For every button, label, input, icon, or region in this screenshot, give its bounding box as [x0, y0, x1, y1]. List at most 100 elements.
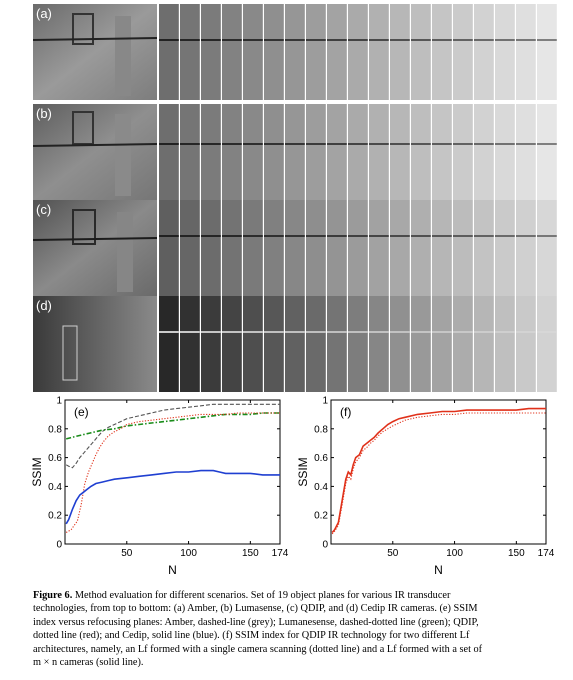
refocus-thumbnail	[390, 104, 410, 200]
refocus-thumbnail	[159, 200, 179, 296]
refocus-thumbnail	[390, 296, 410, 392]
refocus-thumbnail	[348, 200, 368, 296]
refocus-thumbnail	[180, 4, 200, 100]
y-tick-label: 0.4	[48, 482, 62, 493]
refocus-thumbnail	[495, 104, 515, 200]
y-tick-label: 0.6	[314, 453, 328, 464]
refocus-thumbnail	[201, 104, 221, 200]
refocus-thumbnail	[306, 296, 326, 392]
plot-e: 00.20.40.60.8150100150174NSSIM(e)	[30, 394, 290, 574]
refocus-thumbnail	[369, 200, 389, 296]
refocus-thumbnail	[201, 200, 221, 296]
refocus-thumbnail	[453, 4, 473, 100]
panel-label-c: (c)	[36, 202, 51, 217]
refocus-thumbnail	[222, 104, 242, 200]
x-tick-label: 150	[508, 548, 525, 559]
refocus-thumbnail	[495, 4, 515, 100]
refocus-thumbnail	[285, 200, 305, 296]
refocus-thumbnail	[159, 104, 179, 200]
refocus-thumbnail	[516, 296, 536, 392]
refocus-thumbnail	[264, 200, 284, 296]
refocus-thumbnail	[432, 104, 452, 200]
strip-d: (d)	[33, 296, 558, 392]
strip-a-image	[33, 4, 558, 100]
panel-label: (e)	[74, 405, 89, 419]
y-tick-label: 0.2	[314, 511, 328, 522]
y-axis-label: SSIM	[296, 457, 310, 486]
refocus-thumbnail	[159, 4, 179, 100]
refocus-thumbnail	[411, 104, 431, 200]
refocus-thumbnail	[327, 200, 347, 296]
refocus-thumbnail	[474, 200, 494, 296]
y-tick-label: 0.4	[314, 482, 328, 493]
refocus-thumbnail	[348, 104, 368, 200]
refocus-thumbnail	[390, 200, 410, 296]
refocus-thumbnail	[348, 4, 368, 100]
caption-label: Figure 6.	[33, 590, 72, 601]
y-tick-label: 0.8	[314, 424, 328, 435]
y-tick-label: 0.6	[48, 453, 62, 464]
refocus-thumbnail	[264, 104, 284, 200]
chart-f: 00.20.40.60.8150100150174NSSIM(f)	[296, 394, 556, 574]
strip-b: (b)	[33, 104, 558, 200]
caption-text-1: Method evaluation for different scenario…	[72, 590, 450, 601]
refocus-thumbnail	[495, 200, 515, 296]
refocus-thumbnail	[285, 104, 305, 200]
refocus-thumbnail	[222, 4, 242, 100]
panel-label-a: (a)	[36, 6, 52, 21]
refocus-thumbnail	[411, 4, 431, 100]
refocus-thumbnail	[243, 4, 263, 100]
refocus-thumbnail	[243, 104, 263, 200]
plot-frame	[331, 400, 546, 544]
y-tick-label: 0.8	[48, 424, 62, 435]
strip-d-image	[33, 296, 558, 392]
refocus-thumbnail	[243, 296, 263, 392]
x-tick-label: 50	[121, 548, 133, 559]
refocus-thumbnail	[222, 200, 242, 296]
caption-line-4: dotted line (red); and Cedip, solid line…	[33, 629, 553, 642]
panel-label: (f)	[340, 405, 351, 419]
strip-c-image	[33, 200, 558, 296]
refocus-thumbnail	[180, 200, 200, 296]
y-tick-label: 1	[322, 396, 328, 407]
refocus-thumbnail	[432, 200, 452, 296]
refocus-thumbnail	[411, 296, 431, 392]
refocus-thumbnail	[201, 296, 221, 392]
refocus-thumbnail	[474, 296, 494, 392]
refocus-thumbnail	[453, 296, 473, 392]
caption-line-2: technologies, from top to bottom: (a) Am…	[33, 602, 553, 615]
refocus-thumbnail	[411, 200, 431, 296]
refocus-thumbnail	[222, 296, 242, 392]
chart-e: 00.20.40.60.8150100150174NSSIM(e)	[30, 394, 290, 574]
x-tick-label: 174	[538, 548, 555, 559]
refocus-thumbnail	[369, 104, 389, 200]
refocus-thumbnail	[453, 200, 473, 296]
x-tick-label: 50	[387, 548, 399, 559]
strip-a: (a)	[33, 4, 558, 100]
refocus-thumbnail	[306, 104, 326, 200]
refocus-thumbnail	[201, 4, 221, 100]
y-tick-label: 0	[56, 540, 62, 551]
refocus-thumbnail	[264, 296, 284, 392]
refocus-thumbnail	[537, 200, 557, 296]
y-tick-label: 0	[322, 540, 328, 551]
refocus-thumbnail	[306, 4, 326, 100]
refocus-thumbnail	[285, 4, 305, 100]
panel-label-d: (d)	[36, 298, 52, 313]
y-tick-label: 1	[56, 396, 62, 407]
caption-line-3: index versus refocusing planes: Amber, d…	[33, 616, 553, 629]
refocus-thumbnail	[474, 4, 494, 100]
refocus-thumbnail	[495, 296, 515, 392]
refocus-thumbnail	[348, 296, 368, 392]
caption-line-1: Figure 6. Method evaluation for differen…	[33, 589, 553, 602]
x-tick-label: 174	[272, 548, 289, 559]
y-axis-label: SSIM	[30, 457, 44, 486]
refocus-thumbnail	[285, 296, 305, 392]
refocus-thumbnail	[180, 104, 200, 200]
refocus-thumbnail	[537, 296, 557, 392]
refocus-thumbnail	[327, 296, 347, 392]
refocus-thumbnail	[327, 104, 347, 200]
refocus-thumbnail	[432, 4, 452, 100]
strip-c: (c)	[33, 200, 558, 296]
plot-f: 00.20.40.60.8150100150174NSSIM(f)	[296, 394, 556, 574]
